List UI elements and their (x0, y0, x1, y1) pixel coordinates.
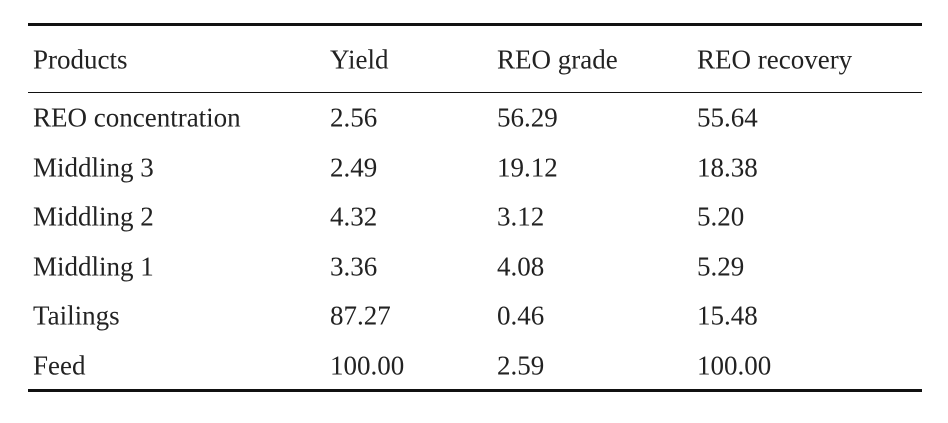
table-cell: 4.08 (497, 251, 545, 282)
table-cell: 100.00 (697, 350, 772, 381)
row-label: Feed (33, 350, 86, 381)
header-cell: REO recovery (697, 44, 853, 75)
table-cell: 2.59 (497, 350, 545, 381)
table-cell: 3.12 (497, 201, 545, 232)
row-label: Middling 1 (33, 251, 154, 282)
row-label: Middling 2 (33, 201, 154, 232)
table-cell: 5.29 (697, 251, 745, 282)
header-cell: Yield (330, 44, 389, 75)
row-label: Tailings (33, 300, 120, 331)
row-label: Middling 3 (33, 152, 154, 183)
table-cell: 15.48 (697, 300, 758, 331)
header-cell: REO grade (497, 44, 618, 75)
table-cell: 0.46 (497, 300, 545, 331)
table-cell: 18.38 (697, 152, 758, 183)
header-rule (28, 92, 922, 93)
table-cell: 100.00 (330, 350, 405, 381)
table-cell: 4.32 (330, 201, 378, 232)
bottom-rule (28, 389, 922, 392)
table-cell: 56.29 (497, 102, 558, 133)
table-cell: 87.27 (330, 300, 391, 331)
top-rule (28, 23, 922, 26)
table-cell: 19.12 (497, 152, 558, 183)
table-cell: 3.36 (330, 251, 378, 282)
table-cell: 2.56 (330, 102, 378, 133)
table-cell: 2.49 (330, 152, 378, 183)
table-cell: 5.20 (697, 201, 745, 232)
row-label: REO concentration (33, 102, 241, 133)
header-cell: Products (33, 44, 128, 75)
table-cell: 55.64 (697, 102, 758, 133)
